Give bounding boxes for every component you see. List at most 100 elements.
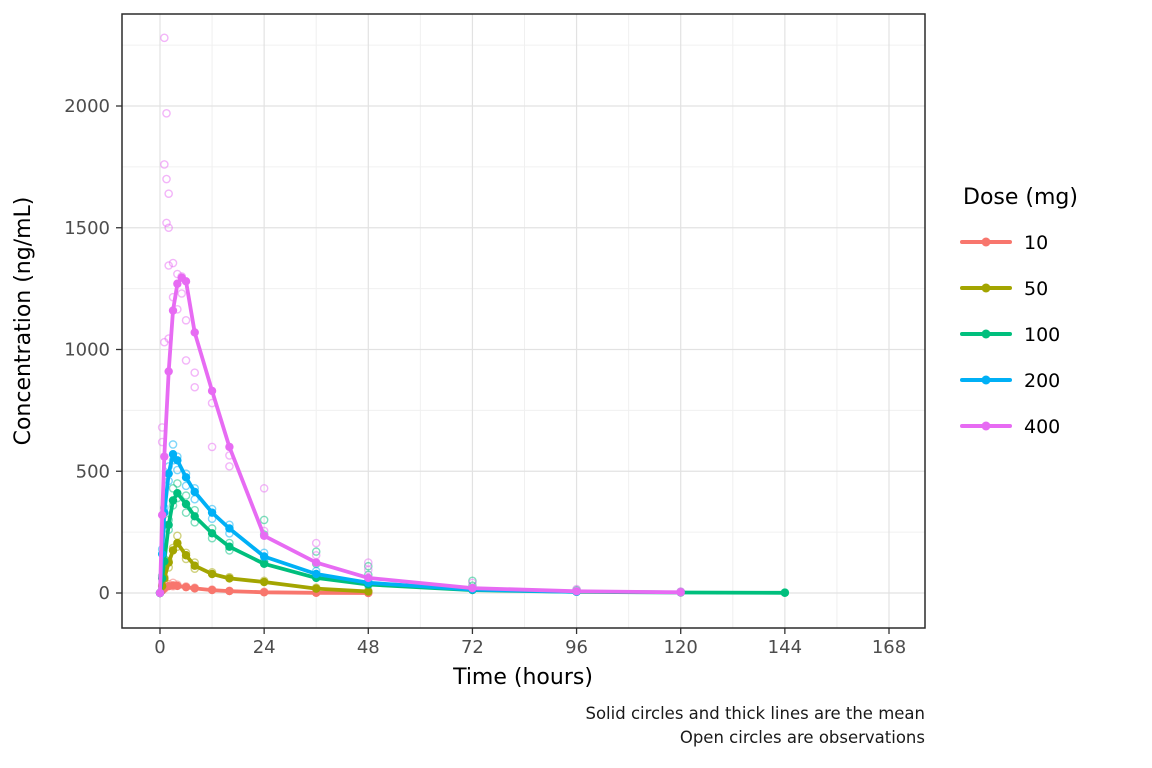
x-tick-label: 48 bbox=[357, 637, 380, 658]
mean-point bbox=[312, 569, 321, 579]
mean-point bbox=[225, 442, 234, 452]
observation-point bbox=[162, 174, 171, 184]
x-tick-label: 24 bbox=[253, 637, 276, 658]
mean-point bbox=[181, 499, 191, 509]
mean-point bbox=[190, 328, 199, 337]
observation-point bbox=[311, 547, 321, 556]
observation-point bbox=[363, 565, 373, 575]
mean-point bbox=[364, 573, 373, 583]
y-axis-title: Concentration (ng/mL) bbox=[11, 197, 36, 446]
mean-point bbox=[164, 469, 173, 478]
mean-point bbox=[173, 538, 182, 548]
mean-point bbox=[168, 450, 178, 459]
mean-point bbox=[181, 473, 191, 482]
mean-point bbox=[207, 569, 217, 579]
observation-point bbox=[164, 223, 173, 233]
mean-point bbox=[190, 487, 199, 497]
mean-point bbox=[173, 279, 182, 288]
mean-point bbox=[225, 574, 234, 583]
x-tick-label: 0 bbox=[154, 637, 165, 658]
mean-point bbox=[259, 588, 269, 597]
legend-key-point bbox=[981, 329, 991, 339]
mean-point bbox=[259, 552, 269, 561]
observation-point bbox=[190, 382, 200, 392]
legend-key-point bbox=[981, 283, 991, 293]
legend-title: Dose (mg) bbox=[963, 185, 1078, 210]
mean-point bbox=[168, 496, 178, 505]
legend-item-400: 400 bbox=[960, 416, 1060, 438]
observation-point bbox=[207, 442, 217, 452]
mean-point bbox=[312, 584, 321, 593]
mean-point bbox=[181, 277, 191, 286]
legend-item-label: 400 bbox=[1024, 416, 1060, 438]
legend-item-10: 10 bbox=[960, 232, 1048, 254]
plot-panel: 0 24 48 72 96 120 144 168 0 500 1000 1500 2000 bbox=[64, 13, 926, 658]
mean-point bbox=[173, 581, 182, 591]
y-tick-label: 1500 bbox=[64, 218, 110, 239]
x-tick-label: 168 bbox=[872, 637, 906, 658]
legend-item-label: 100 bbox=[1024, 324, 1060, 346]
x-tick-label: 120 bbox=[664, 637, 698, 658]
observation-point bbox=[181, 491, 191, 500]
caption-line-2: Open circles are observations bbox=[680, 728, 925, 747]
mean-point bbox=[259, 577, 269, 587]
observation-point bbox=[259, 483, 269, 493]
x-tick-label: 96 bbox=[565, 637, 588, 658]
observation-point bbox=[162, 109, 171, 118]
mean-point bbox=[225, 586, 234, 596]
mean-point bbox=[207, 508, 217, 517]
legend-item-100: 100 bbox=[960, 324, 1060, 346]
mean-point bbox=[207, 529, 217, 538]
observation-point bbox=[160, 160, 169, 169]
observation-point bbox=[168, 440, 178, 449]
observation-point bbox=[363, 561, 373, 571]
legend-key-point bbox=[981, 237, 991, 247]
x-tick-label: 144 bbox=[768, 637, 802, 658]
mean-point bbox=[190, 584, 199, 593]
panel-background bbox=[122, 14, 925, 628]
y-tick-label: 1000 bbox=[64, 340, 110, 361]
legend-item-200: 200 bbox=[960, 370, 1060, 392]
observation-point bbox=[225, 462, 234, 471]
mean-point bbox=[780, 588, 790, 597]
mean-point bbox=[181, 551, 191, 560]
legend-item-label: 50 bbox=[1024, 278, 1048, 300]
mean-point bbox=[207, 585, 217, 595]
observation-point bbox=[162, 218, 171, 228]
mean-point bbox=[181, 582, 191, 592]
observation-point bbox=[181, 356, 191, 365]
y-tick-label: 2000 bbox=[64, 96, 110, 117]
observation-point bbox=[190, 368, 200, 377]
mean-point bbox=[259, 559, 269, 568]
mean-point bbox=[468, 583, 477, 593]
x-axis-title: Time (hours) bbox=[452, 665, 593, 690]
legend-item-label: 200 bbox=[1024, 370, 1060, 392]
mean-point bbox=[164, 520, 173, 530]
mean-point bbox=[225, 542, 234, 551]
observation-point bbox=[164, 261, 173, 270]
legend-key-point bbox=[981, 421, 991, 431]
mean-point bbox=[312, 558, 321, 567]
observation-point bbox=[173, 479, 182, 488]
mean-point bbox=[173, 456, 182, 465]
mean-point bbox=[157, 510, 167, 520]
mean-point bbox=[572, 587, 581, 596]
mean-point bbox=[173, 488, 182, 498]
y-tick-label: 0 bbox=[99, 583, 110, 604]
mean-point bbox=[190, 561, 199, 570]
observation-point bbox=[164, 189, 173, 198]
mean-point bbox=[364, 587, 373, 596]
observation-point bbox=[259, 515, 269, 525]
mean-point bbox=[190, 512, 199, 521]
legend-item-50: 50 bbox=[960, 278, 1048, 300]
observation-point bbox=[181, 315, 191, 325]
caption-line-1: Solid circles and thick lines are the me… bbox=[585, 704, 925, 723]
mean-point bbox=[168, 306, 178, 315]
x-tick-label: 72 bbox=[461, 637, 484, 658]
mean-point bbox=[168, 546, 178, 555]
mean-point bbox=[160, 452, 169, 461]
mean-point bbox=[225, 524, 234, 533]
mean-point bbox=[155, 588, 165, 598]
